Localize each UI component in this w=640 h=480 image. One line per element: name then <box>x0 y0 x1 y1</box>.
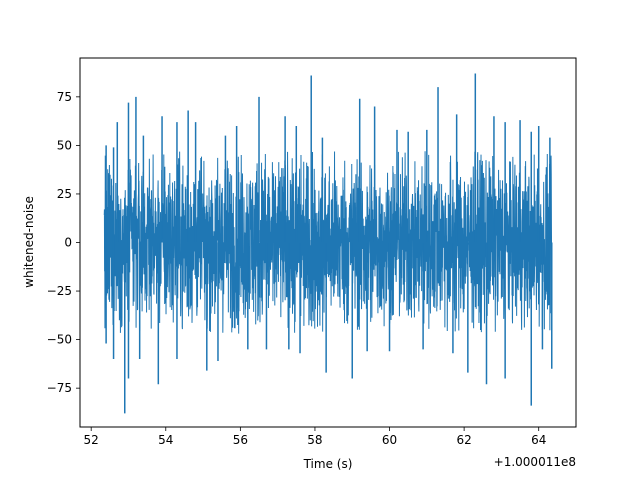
y-tick-label: 50 <box>57 138 72 152</box>
y-axis-label: whitened-noise <box>22 196 36 288</box>
series-line <box>103 151 553 334</box>
x-axis-offset-label: +1.000011e8 <box>494 455 576 469</box>
x-axis-ticks: 52 54 56 58 60 62 64 <box>84 427 546 447</box>
y-axis-ticks: −75 −50 −25 0 25 50 75 <box>47 90 80 395</box>
x-tick-label: 54 <box>158 433 173 447</box>
y-tick-label: −50 <box>47 333 72 347</box>
x-tick-label: 56 <box>233 433 248 447</box>
x-tick-label: 52 <box>84 433 99 447</box>
y-tick-label: −75 <box>47 381 72 395</box>
x-tick-label: 62 <box>456 433 471 447</box>
y-tick-label: −25 <box>47 284 72 298</box>
y-tick-label: 75 <box>57 90 72 104</box>
plot-area <box>79 57 577 428</box>
y-tick-label: 0 <box>64 236 72 250</box>
x-axis-label: Time (s) <box>303 457 353 471</box>
x-tick-label: 58 <box>307 433 322 447</box>
series-peaks <box>105 73 553 414</box>
x-tick-label: 60 <box>382 433 397 447</box>
x-tick-label: 64 <box>531 433 546 447</box>
y-tick-label: 25 <box>57 187 72 201</box>
